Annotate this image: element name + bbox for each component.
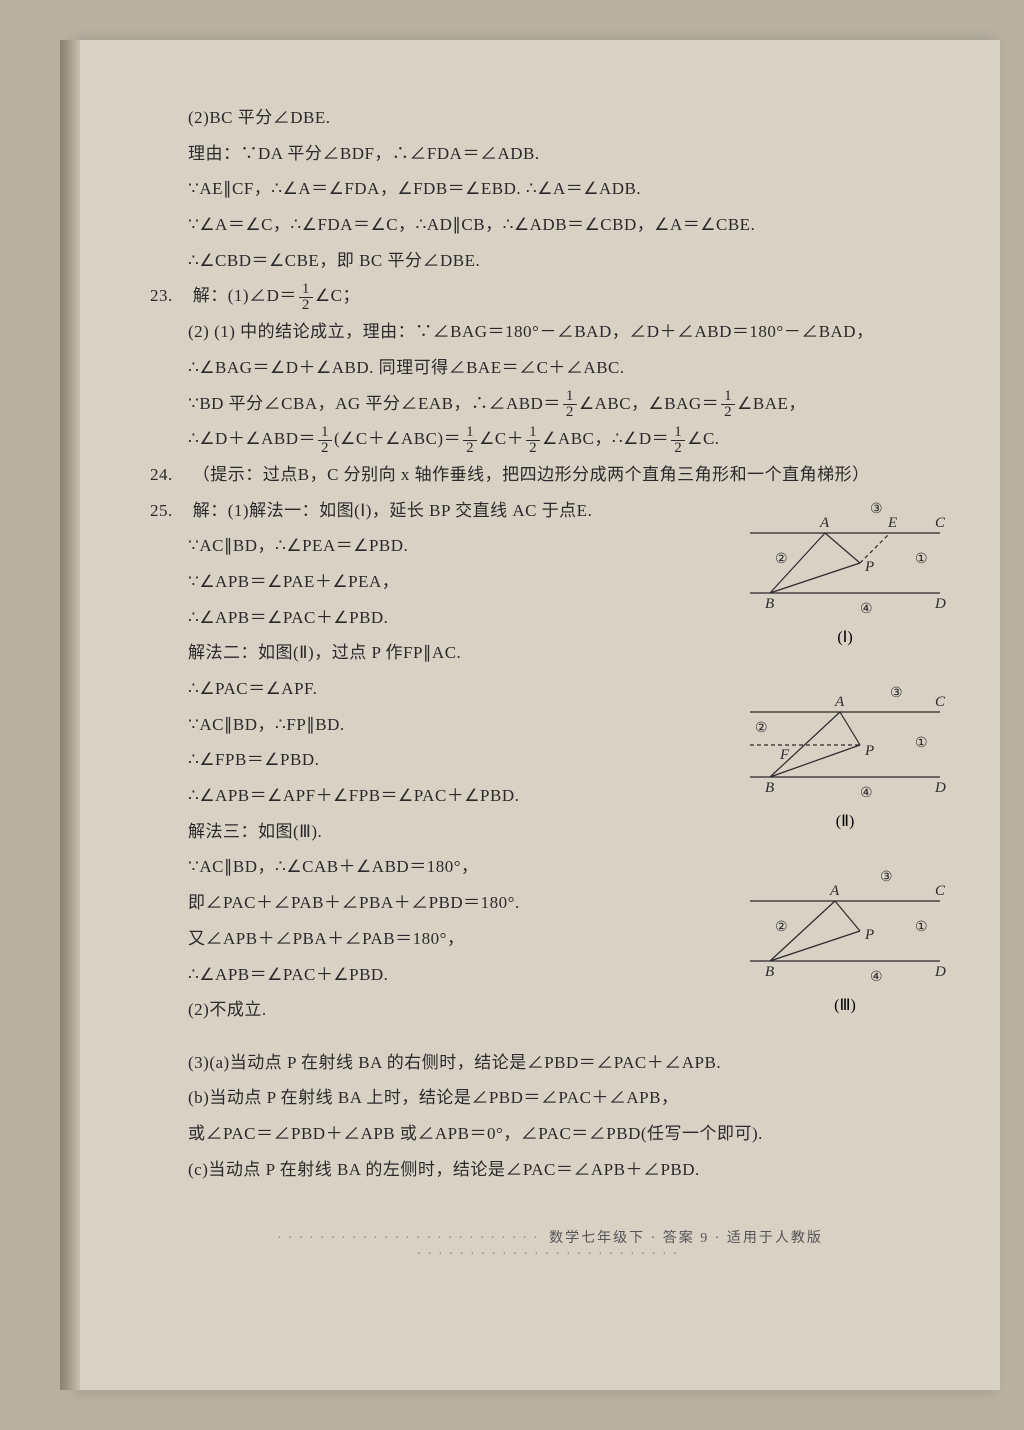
figure-3-svg: A C P B D ① ② ③ ④ bbox=[740, 861, 950, 991]
p23-line: 23. 解：(1)∠D＝12∠C； bbox=[150, 278, 950, 314]
p23-line: ∴∠BAG＝∠D＋∠ABD. 同理可得∠BAE＝∠C＋∠ABC. bbox=[150, 350, 950, 386]
p25-line: ∴∠APB＝∠PAC＋∠PBD. bbox=[150, 957, 720, 993]
pt-D: D bbox=[934, 596, 946, 612]
reg1: ① bbox=[915, 552, 928, 567]
footer-text: 数学七年级下 · 答案 9 · 适用于人教版 bbox=[549, 1231, 823, 1246]
fraction-half: 12 bbox=[526, 425, 540, 456]
figure-3: A C P B D ① ② ③ ④ (Ⅲ) bbox=[740, 861, 950, 1015]
figure-1: A E C B D P ① ② ③ ④ (Ⅰ) bbox=[740, 493, 950, 647]
fraction-half: 12 bbox=[299, 282, 313, 313]
reg2: ② bbox=[755, 721, 768, 736]
pt-C: C bbox=[935, 515, 946, 531]
fraction-half: 12 bbox=[463, 425, 477, 456]
p23-line: ∵BD 平分∠CBA，AG 平分∠EAB，∴∠ABD＝12∠ABC，∠BAG＝1… bbox=[150, 386, 950, 422]
pt-F: F bbox=[779, 747, 790, 763]
pt-E: E bbox=[887, 515, 897, 531]
binding-edge bbox=[60, 40, 80, 1390]
p25-line: 或∠PAC＝∠PBD＋∠APB 或∠APB＝0°，∠PAC＝∠PBD(任写一个即… bbox=[150, 1116, 950, 1152]
p22-line: ∵∠A＝∠C，∴∠FDA＝∠C，∴AD∥CB，∴∠ADB＝∠CBD，∠A＝∠CB… bbox=[150, 207, 950, 243]
reg3: ③ bbox=[880, 870, 893, 885]
p25-line: (b)当动点 P 在射线 BA 上时，结论是∠PBD＝∠PAC＋∠APB， bbox=[150, 1080, 950, 1116]
reg2: ② bbox=[775, 552, 788, 567]
pt-B: B bbox=[765, 964, 774, 980]
question-number: 25. bbox=[150, 493, 188, 529]
p25-line: ∴∠APB＝∠PAC＋∠PBD. bbox=[150, 600, 720, 636]
p25-line: 又∠APB＋∠PBA＋∠PAB＝180°， bbox=[150, 921, 720, 957]
p23-line: ∴∠D＋∠ABD＝12(∠C＋∠ABC)＝12∠C＋12∠ABC，∴∠D＝12∠… bbox=[150, 421, 950, 457]
pt-P: P bbox=[864, 743, 874, 759]
page-footer: ························· 数学七年级下 · 答案 9 … bbox=[150, 1227, 950, 1263]
figure-1-label: (Ⅰ) bbox=[740, 627, 950, 647]
page: (2)BC 平分∠DBE. 理由：∵DA 平分∠BDF，∴∠FDA＝∠ADB. … bbox=[80, 40, 1000, 1390]
p25-line: ∵AC∥BD，∴FP∥BD. bbox=[150, 707, 720, 743]
fraction-half: 12 bbox=[563, 389, 577, 420]
p25-row: 25. 解：(1)解法一：如图(Ⅰ)，延长 BP 交直线 AC 于点E. ∵AC… bbox=[150, 493, 950, 1045]
reg4: ④ bbox=[870, 970, 883, 985]
fraction-half: 12 bbox=[671, 425, 685, 456]
p22-line: ∴∠CBD＝∠CBE，即 BC 平分∠DBE. bbox=[150, 243, 950, 279]
pt-B: B bbox=[765, 780, 774, 796]
pt-D: D bbox=[934, 780, 946, 796]
figure-2-svg: A C F P B D ① ② ③ ④ bbox=[740, 677, 950, 807]
p25-line: (2)不成立. bbox=[150, 992, 720, 1028]
p25-line: ∴∠FPB＝∠PBD. bbox=[150, 742, 720, 778]
figure-3-label: (Ⅲ) bbox=[740, 995, 950, 1015]
footer-dots: ························· bbox=[277, 1231, 544, 1246]
question-number: 24. bbox=[150, 457, 188, 493]
p23-text: 解：(1)∠D＝12∠C； bbox=[193, 286, 360, 305]
reg2: ② bbox=[775, 920, 788, 935]
p22-line: ∵AE∥CF，∴∠A＝∠FDA，∠FDB＝∠EBD. ∴∠A＝∠ADB. bbox=[150, 171, 950, 207]
p22-line: (2)BC 平分∠DBE. bbox=[150, 100, 950, 136]
figure-2-label: (Ⅱ) bbox=[740, 811, 950, 831]
p25-line: 解法二：如图(Ⅱ)，过点 P 作FP∥AC. bbox=[150, 635, 720, 671]
figure-1-svg: A E C B D P ① ② ③ ④ bbox=[740, 493, 950, 623]
reg1: ① bbox=[915, 736, 928, 751]
fraction-half: 12 bbox=[318, 425, 332, 456]
p25-line: 解法三：如图(Ⅲ). bbox=[150, 814, 720, 850]
fraction-half: 12 bbox=[721, 389, 735, 420]
p22-line: 理由：∵DA 平分∠BDF，∴∠FDA＝∠ADB. bbox=[150, 136, 950, 172]
question-number: 23. bbox=[150, 278, 188, 314]
p25-text-col: 25. 解：(1)解法一：如图(Ⅰ)，延长 BP 交直线 AC 于点E. ∵AC… bbox=[150, 493, 720, 1028]
footer-dots: ························· bbox=[417, 1247, 684, 1262]
pt-P: P bbox=[864, 927, 874, 943]
p25-line: (3)(a)当动点 P 在射线 BA 的右侧时，结论是∠PBD＝∠PAC＋∠AP… bbox=[150, 1045, 950, 1081]
pt-A: A bbox=[829, 883, 840, 899]
figure-2: A C F P B D ① ② ③ ④ (Ⅱ) bbox=[740, 677, 950, 831]
p25-text: 解：(1)解法一：如图(Ⅰ)，延长 BP 交直线 AC 于点E. bbox=[193, 501, 593, 520]
figure-column: A E C B D P ① ② ③ ④ (Ⅰ) bbox=[720, 493, 950, 1045]
reg4: ④ bbox=[860, 602, 873, 617]
reg4: ④ bbox=[860, 786, 873, 801]
reg3: ③ bbox=[870, 502, 883, 517]
p25-line: ∴∠APB＝∠APF＋∠FPB＝∠PAC＋∠PBD. bbox=[150, 778, 720, 814]
reg3: ③ bbox=[890, 686, 903, 701]
p24-text: （提示：过点B，C 分别向 x 轴作垂线，把四边形分成两个直角三角形和一个直角梯… bbox=[193, 465, 870, 484]
p25-line: ∵AC∥BD，∴∠PEA＝∠PBD. bbox=[150, 528, 720, 564]
pt-P: P bbox=[864, 559, 874, 575]
pt-A: A bbox=[819, 515, 830, 531]
pt-A: A bbox=[834, 694, 845, 710]
pt-C: C bbox=[935, 883, 946, 899]
p25-line: ∵AC∥BD，∴∠CAB＋∠ABD＝180°， bbox=[150, 849, 720, 885]
p25-line: 即∠PAC＋∠PAB＋∠PBA＋∠PBD＝180°. bbox=[150, 885, 720, 921]
pt-D: D bbox=[934, 964, 946, 980]
p24-line: 24. （提示：过点B，C 分别向 x 轴作垂线，把四边形分成两个直角三角形和一… bbox=[150, 457, 950, 493]
p23-line: (2) (1) 中的结论成立，理由：∵∠BAG＝180°－∠BAD，∠D＋∠AB… bbox=[150, 314, 950, 350]
p25-line: ∴∠PAC＝∠APF. bbox=[150, 671, 720, 707]
p25-line: ∵∠APB＝∠PAE＋∠PEA， bbox=[150, 564, 720, 600]
reg1: ① bbox=[915, 920, 928, 935]
p25-line: 25. 解：(1)解法一：如图(Ⅰ)，延长 BP 交直线 AC 于点E. bbox=[150, 493, 720, 529]
p25-line: (c)当动点 P 在射线 BA 的左侧时，结论是∠PAC＝∠APB＋∠PBD. bbox=[150, 1152, 950, 1188]
pt-C: C bbox=[935, 694, 946, 710]
pt-B: B bbox=[765, 596, 774, 612]
